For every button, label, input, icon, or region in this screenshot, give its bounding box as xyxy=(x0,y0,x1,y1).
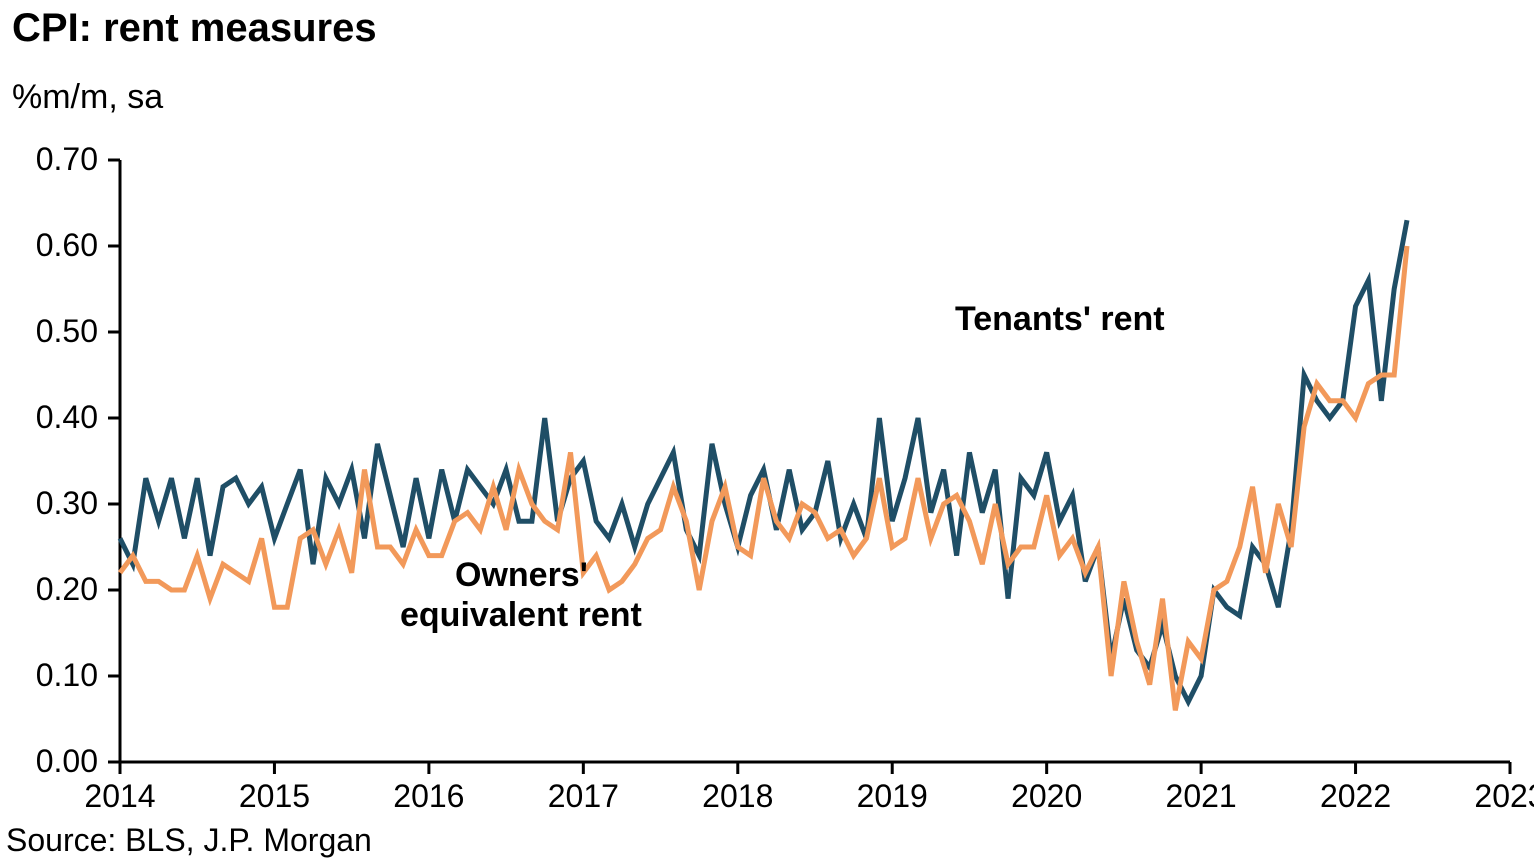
chart-source: Source: BLS, J.P. Morgan xyxy=(6,822,372,859)
series-line xyxy=(120,246,1407,710)
y-tick-label: 0.50 xyxy=(36,313,98,350)
x-tick-label: 2020 xyxy=(1002,778,1092,815)
x-tick-label: 2019 xyxy=(847,778,937,815)
chart-plot-svg xyxy=(0,0,1534,865)
series-line xyxy=(120,220,1407,702)
x-tick-label: 2014 xyxy=(75,778,165,815)
x-tick-label: 2015 xyxy=(229,778,319,815)
series-label-tenants: Tenants' rent xyxy=(955,300,1165,339)
x-tick-label: 2017 xyxy=(538,778,628,815)
x-tick-label: 2016 xyxy=(384,778,474,815)
series-label-oer-line1: Owners' xyxy=(455,556,588,595)
chart-container: CPI: rent measures %m/m, sa Tenants' ren… xyxy=(0,0,1534,865)
x-tick-label: 2018 xyxy=(693,778,783,815)
x-tick-label: 2021 xyxy=(1156,778,1246,815)
y-tick-label: 0.60 xyxy=(36,227,98,264)
x-tick-label: 2022 xyxy=(1311,778,1401,815)
x-tick-label: 2023 xyxy=(1465,778,1534,815)
y-tick-label: 0.70 xyxy=(36,141,98,178)
series-label-oer-line2: equivalent rent xyxy=(400,596,642,635)
y-tick-label: 0.00 xyxy=(36,743,98,780)
y-tick-label: 0.40 xyxy=(36,399,98,436)
y-tick-label: 0.20 xyxy=(36,571,98,608)
y-tick-label: 0.30 xyxy=(36,485,98,522)
y-tick-label: 0.10 xyxy=(36,657,98,694)
